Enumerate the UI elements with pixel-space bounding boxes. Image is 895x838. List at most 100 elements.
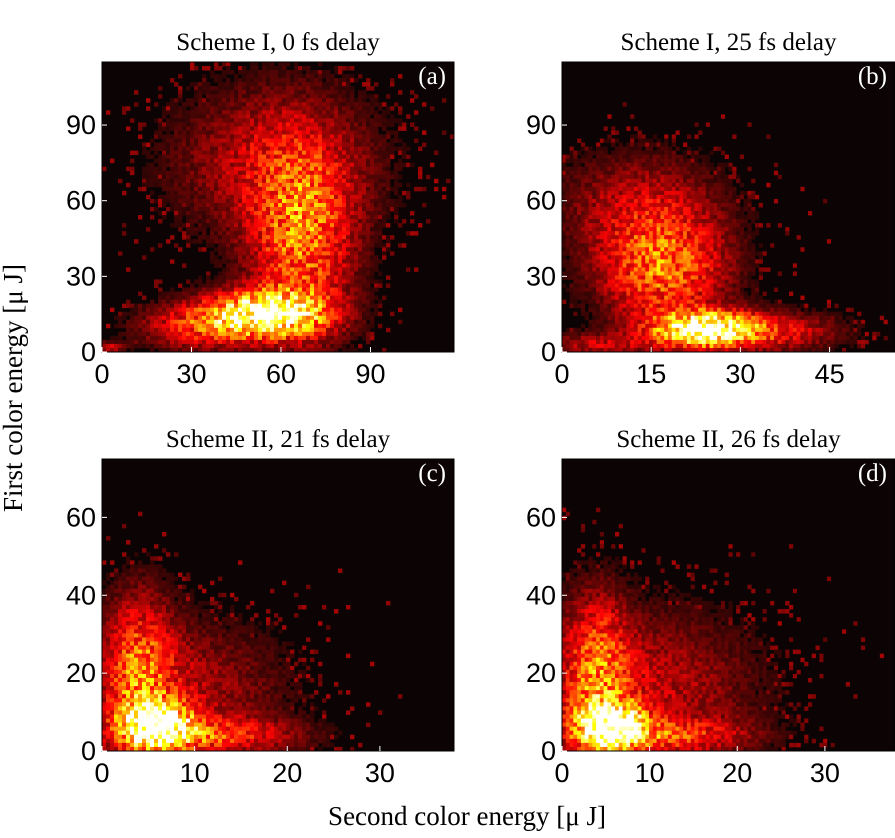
heatmap-cell (322, 263, 327, 268)
heatmap-cell (254, 194, 259, 200)
heatmap-cell (238, 186, 243, 192)
heatmap-cell (346, 243, 351, 248)
heatmap-cell (226, 327, 231, 333)
heatmap-cell (370, 239, 375, 244)
heatmap-cell (186, 215, 191, 220)
heatmap-cell (599, 174, 605, 180)
heatmap-cell (290, 90, 295, 95)
heatmap-cell (374, 102, 379, 107)
heatmap-cell (218, 239, 223, 244)
heatmap-cell (378, 174, 383, 180)
heatmap-cell (158, 198, 163, 204)
heatmap-cell (705, 170, 710, 176)
heatmap-cell (230, 110, 235, 115)
heatmap-cell (258, 231, 263, 236)
heatmap-cell (206, 223, 211, 228)
heatmap-cell (370, 118, 375, 123)
heatmap-cell (262, 150, 267, 156)
heatmap-cell (126, 267, 131, 272)
heatmap-cell (230, 166, 235, 172)
heatmap-cell (150, 347, 155, 352)
heatmap-cell (298, 239, 303, 244)
heatmap-cell (118, 335, 123, 341)
heatmap-cell (178, 247, 183, 252)
heatmap-cell (310, 227, 315, 232)
heatmap-cell (178, 94, 183, 99)
heatmap-cell (250, 126, 255, 131)
heatmap-cell (362, 134, 367, 139)
heatmap-cell (286, 271, 291, 276)
heatmap-cell (649, 166, 654, 172)
heatmap-cell (694, 194, 699, 200)
heatmap-cell (656, 142, 661, 147)
heatmap-cell (630, 158, 635, 164)
heatmap-cell (294, 134, 299, 139)
heatmap-cell (342, 178, 347, 184)
heatmap-cell (238, 259, 243, 264)
heatmap-cell (728, 211, 733, 216)
heatmap-cell (238, 223, 243, 228)
heatmap-cell (342, 291, 347, 297)
heatmap-cell (182, 162, 187, 168)
heatmap-cell (226, 106, 231, 111)
heatmap-cell (366, 243, 371, 248)
heatmap-cell (158, 323, 163, 329)
heatmap-cell (306, 315, 311, 321)
heatmap-cell (342, 279, 347, 284)
heatmap-cell (584, 158, 589, 164)
heatmap-cell (378, 102, 383, 107)
heatmap-cell (214, 78, 219, 83)
heatmap-cell (626, 194, 631, 200)
heatmap-cell (234, 154, 239, 160)
heatmap-cell (603, 190, 608, 196)
heatmap-cell (322, 287, 327, 292)
heatmap-cell (330, 347, 335, 352)
heatmap-cell (334, 110, 339, 115)
heatmap-cell (194, 138, 199, 143)
heatmap-cell (394, 138, 399, 143)
heatmap-cell (182, 134, 187, 139)
heatmap-cell (258, 323, 263, 329)
heatmap-cell (274, 190, 279, 196)
heatmap-cell (366, 174, 371, 180)
heatmap-cell (358, 114, 363, 119)
heatmap-cell (728, 186, 733, 192)
heatmap-cell (326, 78, 331, 83)
heatmap-cell (270, 186, 275, 192)
heatmap-cell (637, 215, 642, 220)
heatmap-cell (202, 319, 207, 325)
heatmap-cell (342, 267, 347, 272)
heatmap-cell (310, 114, 315, 119)
heatmap-cell (226, 82, 231, 87)
heatmap-cell (370, 291, 375, 297)
heatmap-cell (330, 158, 335, 164)
heatmap-cell (306, 255, 311, 260)
heatmap-cell (250, 315, 255, 321)
heatmap-cell (254, 70, 259, 75)
heatmap-cell (342, 255, 347, 260)
heatmap-cell (286, 94, 291, 99)
heatmap-cell (310, 166, 315, 172)
heatmap-cell (626, 227, 631, 232)
heatmap-cell (394, 130, 399, 135)
heatmap-cell (206, 178, 211, 184)
heatmap-cell (637, 162, 642, 168)
heatmap-cell (230, 194, 235, 200)
heatmap-cell (562, 227, 567, 232)
heatmap-cell (736, 207, 741, 212)
heatmap-cell (150, 247, 155, 252)
heatmap-cell (142, 307, 147, 313)
heatmap-cell (679, 158, 684, 164)
heatmap-cell (302, 90, 307, 95)
heatmap-cell (174, 126, 179, 131)
heatmap-cell (671, 182, 676, 188)
heatmap-cell (588, 202, 593, 208)
heatmap-cell (274, 335, 279, 341)
heatmap-cell (358, 150, 363, 156)
heatmap-cell (382, 138, 387, 143)
heatmap-cell (667, 215, 673, 220)
heatmap-cell (254, 299, 259, 305)
heatmap-cell (667, 211, 673, 216)
heatmap-cell (358, 303, 363, 309)
heatmap-cell (322, 327, 327, 333)
